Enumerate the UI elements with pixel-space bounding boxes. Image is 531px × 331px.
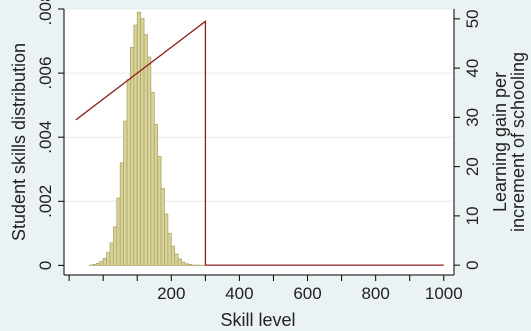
y-right-tick-label-0: 0 xyxy=(463,260,482,269)
histogram-bar-1 xyxy=(92,264,97,266)
y-left-tick-label-4: .008 xyxy=(36,0,55,26)
x-tick-label-1: 400 xyxy=(225,284,253,303)
y-right-axis-title-line-2: increment of schooling xyxy=(508,52,528,232)
y-left-axis-title: Student skills distribution xyxy=(9,43,29,241)
histogram-bar-14 xyxy=(136,11,142,266)
histogram-bar-7 xyxy=(112,226,118,266)
y-right-tick-label-1: 10 xyxy=(463,206,482,225)
histogram-bar-15 xyxy=(140,18,145,266)
histogram-bar-13 xyxy=(133,24,138,266)
histogram-bar-2 xyxy=(95,263,101,266)
histogram-bar-6 xyxy=(109,242,114,266)
histogram-bar-26 xyxy=(177,258,182,266)
y-right-tick-label-4: 40 xyxy=(463,59,482,78)
histogram-bar-11 xyxy=(126,79,131,266)
x-axis-title: Skill level xyxy=(220,310,295,330)
histogram-bar-18 xyxy=(150,91,155,266)
histogram-bar-8 xyxy=(116,197,121,266)
histogram-bar-12 xyxy=(130,47,135,266)
histogram-bar-19 xyxy=(153,123,159,266)
histogram-bar-25 xyxy=(174,253,179,266)
y-right-tick-label-5: 50 xyxy=(463,9,482,28)
histogram-bar-28 xyxy=(184,263,189,266)
histogram-bar-23 xyxy=(167,232,172,266)
y-right-tick-label-3: 30 xyxy=(463,108,482,127)
histogram-bar-24 xyxy=(170,245,176,266)
x-tick-label-2: 600 xyxy=(293,284,321,303)
x-tick-label-0: 200 xyxy=(157,284,185,303)
y-left-tick-label-1: .002 xyxy=(36,185,55,218)
histogram-bar-9 xyxy=(119,162,125,266)
y-left-tick-label-3: .006 xyxy=(36,57,55,90)
histogram xyxy=(89,11,206,266)
y-right-axis-title-line-1: Learning gain per xyxy=(490,72,510,212)
histogram-bar-10 xyxy=(123,120,128,266)
histogram-bar-3 xyxy=(99,261,104,266)
y-right-tick-label-2: 20 xyxy=(463,157,482,176)
histogram-bar-22 xyxy=(164,213,169,266)
tick-labels: 200 400 600 800 1000 0 .002 .004 .006 .008 0 10 20 30… xyxy=(36,0,482,303)
histogram-bar-4 xyxy=(102,257,107,266)
learning-gain-series xyxy=(75,19,444,266)
axes xyxy=(58,8,460,281)
histogram-bar-21 xyxy=(160,188,165,266)
histogram-bar-20 xyxy=(157,156,162,266)
histogram-bar-16 xyxy=(143,34,148,266)
histogram-bar-5 xyxy=(106,252,111,266)
x-tick-label-3: 800 xyxy=(361,284,389,303)
learning-gain-line xyxy=(75,19,444,266)
x-tick-label-4: 1000 xyxy=(425,284,463,303)
y-left-tick-label-0: 0 xyxy=(36,261,55,270)
histogram-bar-29 xyxy=(187,264,193,266)
histogram-bar-27 xyxy=(181,261,186,266)
histogram-bar-17 xyxy=(147,56,152,266)
y-left-tick-label-2: .004 xyxy=(36,121,55,154)
